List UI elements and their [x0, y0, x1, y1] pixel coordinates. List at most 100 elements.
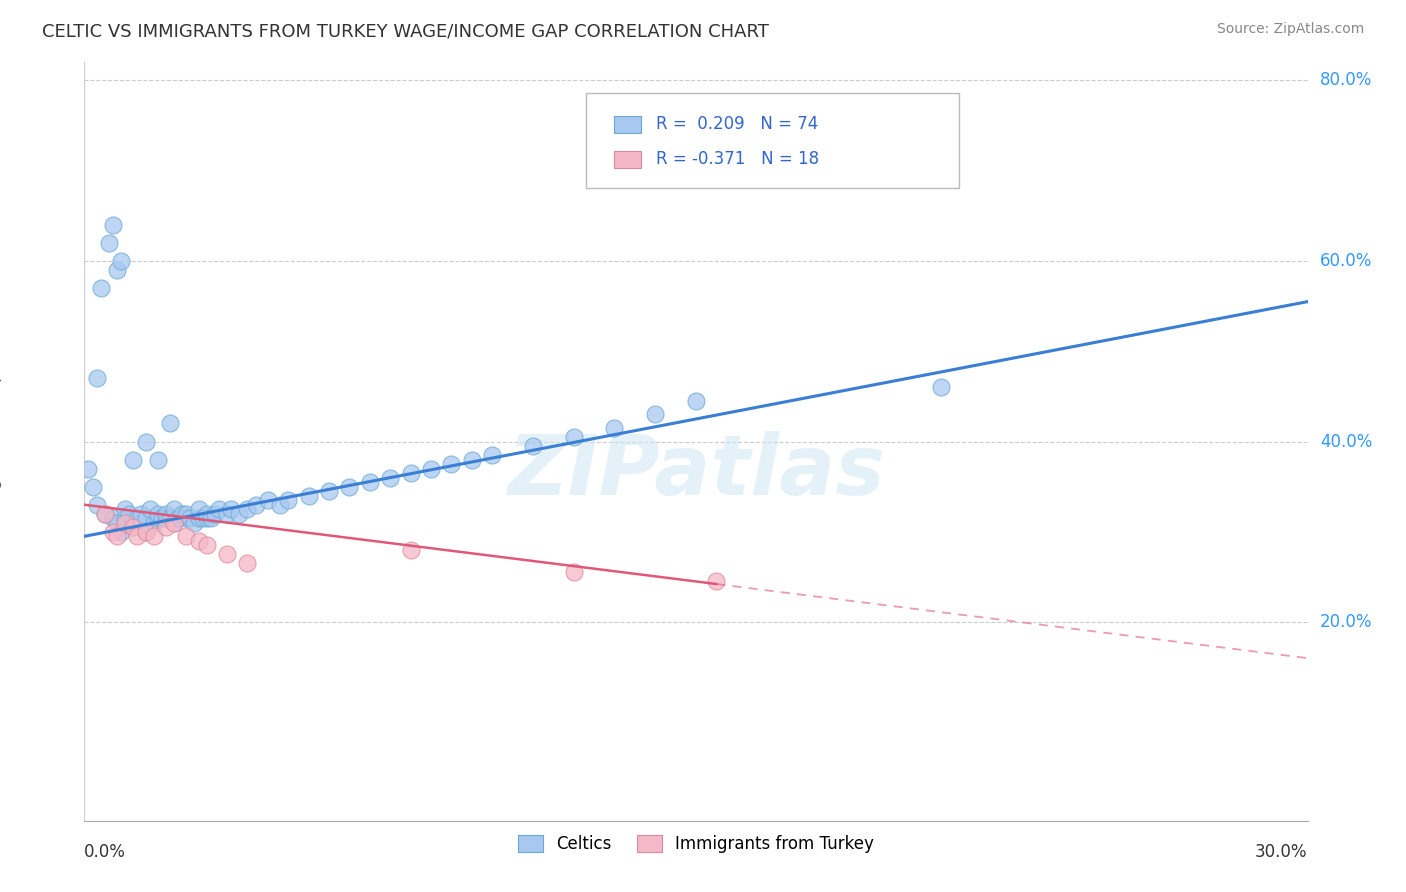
- Point: [122, 516, 145, 530]
- Point: [236, 557, 259, 571]
- Point: [217, 507, 239, 521]
- Text: 60.0%: 60.0%: [1320, 252, 1372, 270]
- Point: [97, 235, 120, 250]
- Point: [90, 281, 112, 295]
- Point: [131, 507, 153, 521]
- Point: [562, 430, 585, 444]
- Point: [183, 516, 205, 530]
- Point: [163, 516, 186, 530]
- Point: [150, 511, 173, 525]
- Point: [122, 520, 145, 534]
- Point: [163, 516, 186, 530]
- Point: [167, 511, 190, 525]
- Point: [481, 448, 503, 462]
- Point: [195, 507, 218, 521]
- Point: [155, 511, 177, 525]
- Text: ZIPatlas: ZIPatlas: [508, 432, 884, 512]
- Text: Wage/Income Gap: Wage/Income Gap: [0, 371, 3, 512]
- Point: [277, 493, 299, 508]
- Point: [155, 507, 177, 521]
- FancyBboxPatch shape: [614, 151, 641, 168]
- Point: [135, 434, 157, 449]
- Point: [685, 393, 707, 408]
- Point: [93, 507, 115, 521]
- Text: R =  0.209   N = 74: R = 0.209 N = 74: [655, 115, 818, 134]
- Point: [101, 511, 124, 525]
- Point: [114, 516, 136, 530]
- Text: 40.0%: 40.0%: [1320, 433, 1372, 450]
- Point: [155, 520, 177, 534]
- Point: [86, 371, 108, 385]
- Point: [163, 502, 186, 516]
- Point: [200, 511, 222, 525]
- Text: 30.0%: 30.0%: [1256, 843, 1308, 861]
- Point: [101, 218, 124, 232]
- Point: [77, 461, 100, 475]
- Point: [135, 524, 157, 539]
- Point: [208, 502, 231, 516]
- Point: [142, 529, 165, 543]
- Point: [105, 516, 128, 530]
- Point: [298, 489, 321, 503]
- Point: [86, 498, 108, 512]
- Point: [110, 254, 132, 268]
- Point: [174, 507, 197, 521]
- Text: 80.0%: 80.0%: [1320, 71, 1372, 89]
- Point: [706, 574, 728, 589]
- Point: [339, 480, 361, 494]
- Point: [195, 511, 218, 525]
- Point: [380, 470, 402, 484]
- Point: [127, 529, 149, 543]
- Point: [603, 421, 626, 435]
- Point: [440, 457, 463, 471]
- Text: CELTIC VS IMMIGRANTS FROM TURKEY WAGE/INCOME GAP CORRELATION CHART: CELTIC VS IMMIGRANTS FROM TURKEY WAGE/IN…: [42, 22, 769, 40]
- Point: [82, 480, 104, 494]
- Point: [135, 511, 157, 525]
- Point: [217, 547, 239, 561]
- Point: [257, 493, 280, 508]
- Point: [929, 380, 952, 394]
- Point: [399, 542, 422, 557]
- Point: [318, 484, 340, 499]
- Point: [93, 507, 115, 521]
- Point: [187, 533, 209, 548]
- FancyBboxPatch shape: [614, 116, 641, 133]
- Point: [146, 507, 169, 521]
- Point: [159, 417, 181, 431]
- Point: [269, 498, 291, 512]
- Text: Source: ZipAtlas.com: Source: ZipAtlas.com: [1216, 22, 1364, 37]
- Point: [219, 502, 242, 516]
- Point: [114, 511, 136, 525]
- Point: [191, 511, 214, 525]
- Point: [562, 566, 585, 580]
- Point: [172, 507, 194, 521]
- Point: [127, 511, 149, 525]
- Point: [146, 511, 169, 525]
- Point: [159, 511, 181, 525]
- Point: [461, 452, 484, 467]
- Point: [187, 511, 209, 525]
- Point: [236, 502, 259, 516]
- Text: 20.0%: 20.0%: [1320, 613, 1372, 631]
- Point: [399, 466, 422, 480]
- Point: [245, 498, 267, 512]
- FancyBboxPatch shape: [586, 93, 959, 187]
- Point: [204, 507, 226, 521]
- Point: [110, 524, 132, 539]
- Point: [174, 511, 197, 525]
- Point: [122, 520, 145, 534]
- Text: 0.0%: 0.0%: [84, 843, 127, 861]
- Point: [195, 538, 218, 552]
- Point: [105, 263, 128, 277]
- Point: [644, 408, 666, 422]
- Point: [118, 507, 141, 521]
- Text: R = -0.371   N = 18: R = -0.371 N = 18: [655, 151, 818, 169]
- Point: [174, 529, 197, 543]
- Point: [420, 461, 443, 475]
- Point: [522, 439, 544, 453]
- Point: [114, 502, 136, 516]
- Point: [101, 524, 124, 539]
- Point: [138, 502, 160, 516]
- Point: [146, 452, 169, 467]
- Point: [228, 507, 250, 521]
